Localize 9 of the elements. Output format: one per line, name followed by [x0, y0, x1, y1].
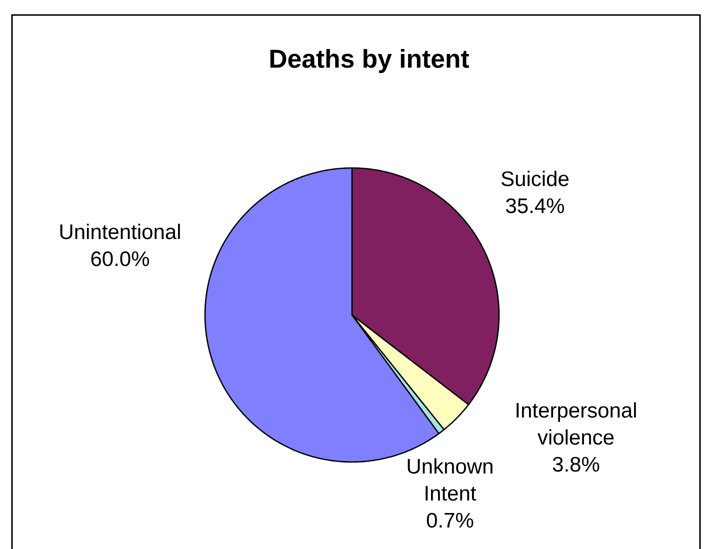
slice-label: Unknown Intent — [408, 458, 492, 501]
slice-label: Interpersonal violence — [516, 402, 636, 445]
data-label: 3.8% — [552, 456, 600, 472]
data-label: 60.0% — [91, 251, 150, 266]
chart-title: Deaths by intent — [270, 48, 470, 74]
data-label: 0.7% — [426, 512, 474, 528]
slice-label: Suicide — [502, 170, 569, 186]
slice-label: Unintentional — [60, 224, 180, 240]
data-label: 35.4% — [506, 198, 564, 214]
